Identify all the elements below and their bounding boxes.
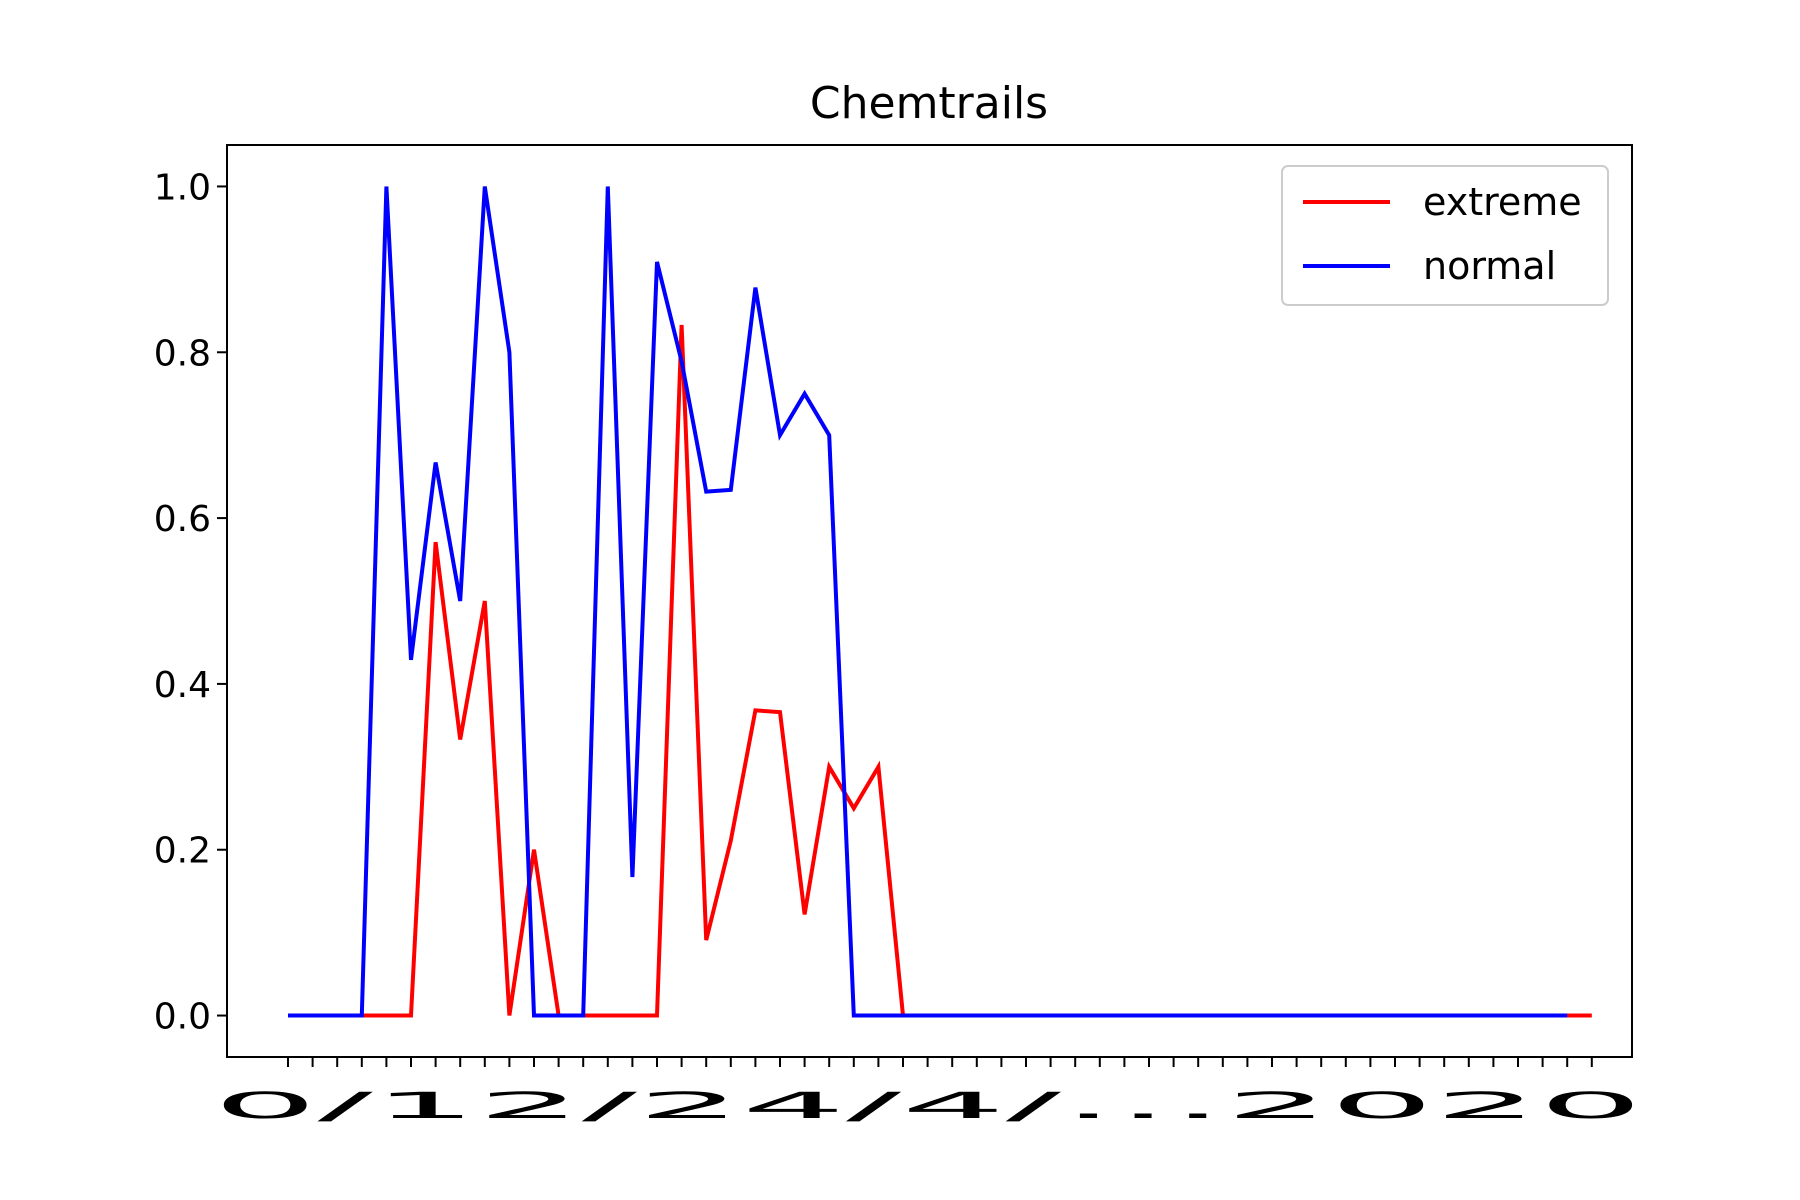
y-tick-label: 0.2 [154,831,211,872]
y-tick-label: 0.6 [154,499,211,540]
y-tick-label: 0.0 [154,997,211,1038]
axis-ticks: 0.0 0.2 0.4 0.6 0.8 1.0 0/12/24/4/…2020 [154,167,1643,1127]
x-tick-labels: 0/12/24/4/…2020 [213,1086,1643,1127]
y-tick-label: 0.8 [154,333,211,374]
plot-frame [226,144,1633,1058]
legend-label-normal: normal [1423,244,1556,288]
legend: extreme normal [1281,165,1609,306]
chart-title: Chemtrails [810,78,1048,129]
y-tick-label: 0.4 [154,665,211,706]
legend-label-extreme: extreme [1423,180,1582,224]
y-tick-label: 1.0 [154,167,211,208]
series-line-extreme [288,324,1592,1018]
series-line-normal [288,186,1568,1018]
series-lines [288,186,1592,1018]
